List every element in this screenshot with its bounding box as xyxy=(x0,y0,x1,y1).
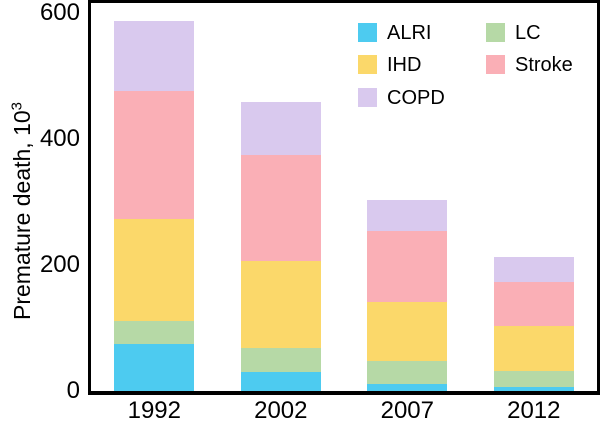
legend-swatch-lc xyxy=(486,23,505,42)
legend-label-stroke: Stroke xyxy=(515,54,573,76)
bar-segment-copd-1992 xyxy=(114,20,195,92)
bar-segment-lc-2012 xyxy=(493,370,574,388)
x-tick-label-2002: 2002 xyxy=(254,397,308,424)
plot-area xyxy=(88,0,600,395)
y-axis-title-exponent: 3 xyxy=(8,101,26,111)
x-tick-label-2007: 2007 xyxy=(380,397,434,424)
bar-segment-ihd-2007 xyxy=(367,302,448,361)
y-tick-label-0: 0 xyxy=(66,377,80,404)
bar-segment-alri-2012 xyxy=(493,387,574,391)
legend-label-alri: ALRI xyxy=(387,22,432,44)
bar-2007 xyxy=(367,199,448,391)
legend-swatch-alri xyxy=(358,23,377,42)
bar-segment-lc-2002 xyxy=(240,347,321,373)
y-tick-label-600: 600 xyxy=(39,0,80,26)
legend-label-copd: COPD xyxy=(387,87,445,109)
bar-2012 xyxy=(493,256,574,391)
legend-label-ihd: IHD xyxy=(387,54,422,76)
bar-segment-copd-2012 xyxy=(493,256,574,282)
legend-swatch-copd xyxy=(358,88,377,107)
legend-label-lc: LC xyxy=(515,22,541,44)
bar-segment-alri-1992 xyxy=(114,344,195,391)
bar-segment-ihd-2012 xyxy=(493,326,574,371)
bar-segment-lc-2007 xyxy=(367,360,448,385)
legend-swatch-ihd xyxy=(358,55,377,74)
bar-segment-stroke-1992 xyxy=(114,91,195,220)
bar-segment-alri-2002 xyxy=(240,372,321,391)
bar-segment-copd-2002 xyxy=(240,101,321,156)
bar-1992 xyxy=(114,20,195,391)
y-tick-label-400: 400 xyxy=(39,124,80,152)
bar-2002 xyxy=(240,101,321,391)
bar-segment-stroke-2002 xyxy=(240,155,321,262)
bar-segment-ihd-1992 xyxy=(114,219,195,322)
bar-segment-copd-2007 xyxy=(367,199,448,232)
bar-segment-stroke-2007 xyxy=(367,231,448,303)
x-tick-label-1992: 1992 xyxy=(127,397,181,424)
bar-segment-alri-2007 xyxy=(367,384,448,391)
bar-segment-ihd-2002 xyxy=(240,261,321,348)
x-tick-label-2012: 2012 xyxy=(507,397,561,424)
y-axis-title: Premature death, 103 xyxy=(8,86,36,336)
y-tick-label-200: 200 xyxy=(39,250,80,278)
legend-swatch-stroke xyxy=(486,55,505,74)
bar-segment-stroke-2012 xyxy=(493,281,574,327)
bar-segment-lc-1992 xyxy=(114,321,195,345)
